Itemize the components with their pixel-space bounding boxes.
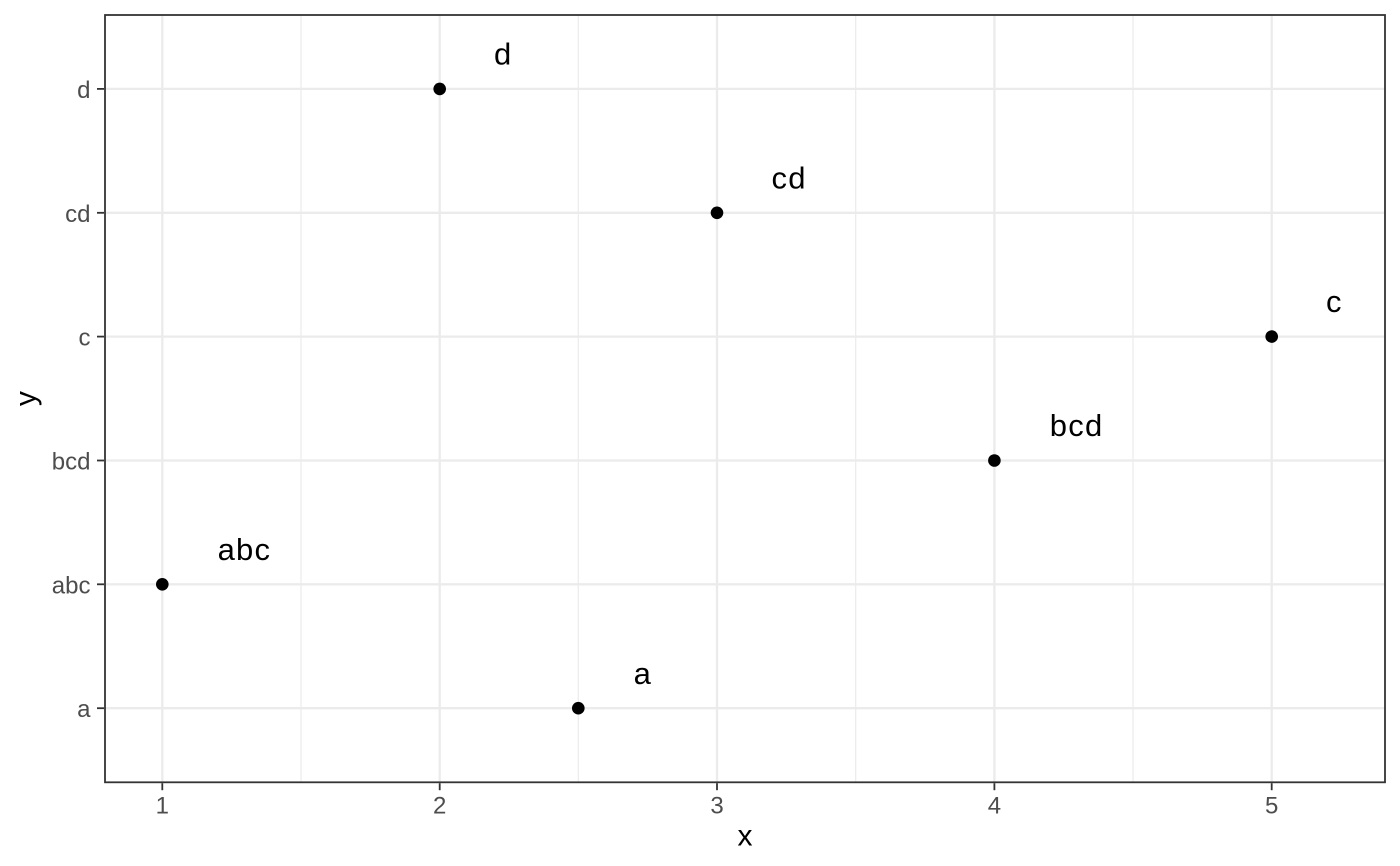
svg-text:x: x <box>738 820 753 853</box>
svg-text:4: 4 <box>988 792 1001 819</box>
svg-text:1: 1 <box>156 792 169 819</box>
svg-text:a: a <box>77 696 91 723</box>
svg-text:y: y <box>9 391 42 406</box>
svg-text:d: d <box>494 37 512 72</box>
svg-text:3: 3 <box>710 792 723 819</box>
svg-text:d: d <box>77 77 90 104</box>
svg-text:bcd: bcd <box>52 449 91 476</box>
svg-text:bcd: bcd <box>1050 408 1104 443</box>
svg-text:abc: abc <box>218 532 272 567</box>
svg-text:cd: cd <box>65 201 90 228</box>
svg-text:a: a <box>634 656 652 691</box>
svg-text:cd: cd <box>772 160 807 195</box>
svg-text:c: c <box>1326 284 1343 319</box>
svg-text:5: 5 <box>1265 792 1278 819</box>
svg-text:c: c <box>79 325 91 352</box>
svg-text:abc: abc <box>52 572 91 599</box>
svg-text:2: 2 <box>433 792 446 819</box>
